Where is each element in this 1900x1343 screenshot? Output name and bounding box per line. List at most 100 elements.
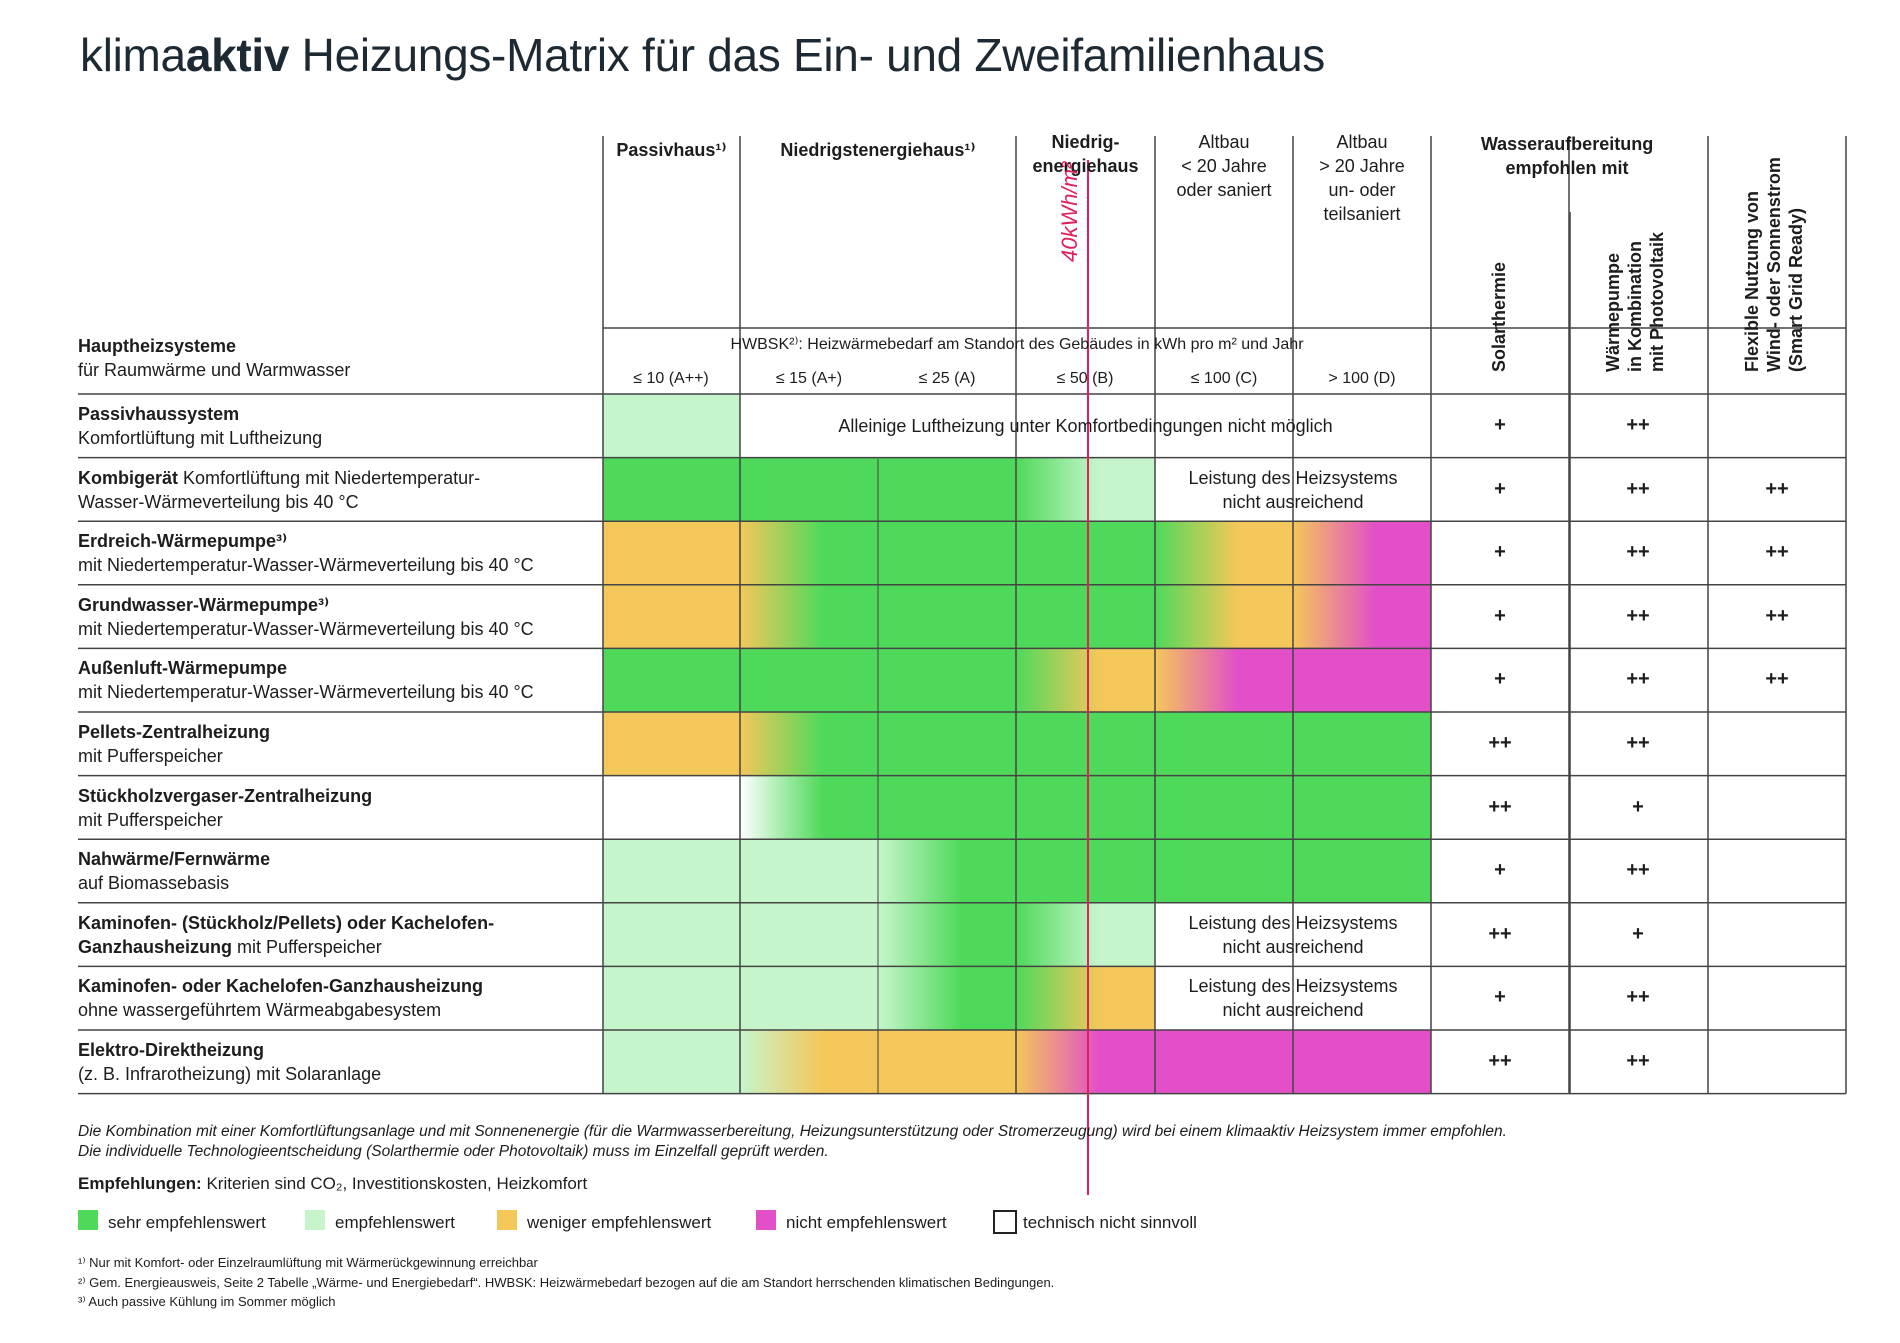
matrix-cell [878, 1030, 1016, 1094]
legend-swatch [756, 1210, 776, 1230]
recommendation-mark: ++ [1765, 541, 1789, 564]
matrix-cell [878, 648, 1016, 712]
heating-system-label: Stückholzvergaser-Zentralheizung mit Puff… [78, 785, 373, 830]
passive-house-note: Alleinige Luftheizung unter Komfortbedin… [838, 416, 1333, 436]
legend-label: weniger empfehlenswert [527, 1213, 712, 1232]
matrix-cell [1293, 1030, 1431, 1094]
matrix-cell [603, 712, 740, 776]
recommendation-mark: + [1632, 795, 1644, 818]
matrix-cell [1155, 648, 1293, 712]
matrix-cell [1293, 712, 1431, 776]
legend-label: empfehlenswert [335, 1213, 456, 1232]
matrix-cell [603, 584, 740, 649]
matrix-cell [603, 966, 740, 1030]
recommendation-mark: ++ [1626, 414, 1650, 436]
footnote-3: ³⁾ Auch passive Kühlung im Sommer möglic… [78, 1294, 336, 1309]
matrix-cell [603, 648, 740, 712]
matrix-cell [878, 521, 1016, 585]
recommendation-mark: ++ [1626, 859, 1650, 882]
matrix-cell [878, 775, 1016, 840]
recommendation-mark: ++ [1626, 1050, 1650, 1072]
matrix-cell [740, 521, 878, 585]
recommendation-criteria: Empfehlungen: Kriterien sind CO₂, Invest… [78, 1174, 588, 1193]
heating-system-label: Grundwasser-Wärmepumpe³⁾ mit Niedertemper… [78, 594, 534, 639]
matrix-cell [740, 457, 878, 522]
matrix-cell [1016, 839, 1155, 903]
insufficient-note: Leistung des Heizsystems nicht ausreichen… [1188, 467, 1398, 512]
recommendation-mark: ++ [1765, 668, 1789, 691]
page-title: klimaaktiv Heizungs-Matrix für das Ein- … [80, 29, 1325, 81]
heating-system-label: Pellets-Zentralheizung mit Pufferspeicher [78, 722, 271, 766]
hwb-class-label: ≤ 100 (C) [1190, 370, 1258, 387]
matrix-cell [1016, 1030, 1155, 1094]
insufficient-note: Leistung des Heizsystems nicht ausreichen… [1188, 976, 1398, 1021]
recommendation-mark: ++ [1765, 604, 1789, 627]
matrix-cell [603, 457, 740, 522]
matrix-cell [1155, 775, 1293, 840]
matrix-cell [1016, 902, 1155, 967]
matrix-cell [1293, 839, 1431, 903]
recommendation-mark: ++ [1626, 986, 1650, 1009]
matrix-cell [1293, 584, 1431, 649]
heating-system-label: Kombigerät Komfortlüftung mit Niedertemp… [78, 467, 481, 512]
matrix-cell [878, 902, 1016, 967]
recommendation-mark: ++ [1626, 477, 1650, 500]
water-header: Wasseraufbereitung empfohlen mit [1480, 134, 1654, 178]
recommendation-mark: + [1494, 414, 1506, 436]
legend-label: sehr empfehlenswert [108, 1213, 266, 1232]
recommendation-mark: ++ [1765, 477, 1789, 500]
recommendation-mark: + [1494, 477, 1506, 500]
matrix-cell [878, 457, 1016, 522]
heating-system-label: Erdreich-Wärmepumpe³⁾ mit Niedertemperatu… [78, 531, 534, 576]
matrix-cell [740, 775, 878, 840]
column-header: Altbau < 20 Jahre oder saniert [1176, 132, 1272, 200]
matrix-cell [1016, 775, 1155, 840]
hwb-class-label: ≤ 25 (A) [918, 370, 976, 387]
matrix-cell [878, 839, 1016, 903]
matrix-cell [740, 839, 878, 903]
matrix-cell [1016, 521, 1155, 585]
legend-label: technisch nicht sinnvoll [1023, 1213, 1197, 1232]
matrix-cell [878, 712, 1016, 776]
main-header: Hauptheizsysteme für Raumwärme und Warmwa… [78, 336, 351, 380]
legend-swatch [78, 1210, 98, 1230]
matrix-cell [1155, 521, 1293, 585]
vertical-column-header: Flexible Nutzung von Wind- oder Sonnenst… [1742, 157, 1806, 372]
matrix-cell [1155, 1030, 1293, 1094]
recommendation-mark: ++ [1626, 604, 1650, 627]
matrix-cell [1016, 584, 1155, 649]
matrix-cell [603, 521, 740, 585]
matrix-cell [740, 1030, 878, 1094]
vertical-column-header: Solarthermie [1489, 261, 1509, 372]
note-line-1: Die Kombination mit einer Komfortlüftung… [78, 1123, 1507, 1140]
footnote-1: ¹⁾ Nur mit Komfort- oder Einzelraumlüftu… [78, 1255, 538, 1270]
matrix-cell [878, 966, 1016, 1030]
recommendation-mark: + [1494, 986, 1506, 1009]
hwb-caption: HWBSK²⁾: Heizwärmebedarf am Standort des… [730, 336, 1304, 353]
matrix-cell [1293, 648, 1431, 712]
matrix-cell [1155, 839, 1293, 903]
hwb-class-label: ≤ 10 (A++) [633, 370, 709, 387]
recommendation-mark: ++ [1626, 668, 1650, 691]
recommendation-mark: ++ [1626, 732, 1650, 754]
heating-system-label: Nahwärme/Fernwärme auf Biomassebasis [78, 849, 271, 894]
vertical-column-header: Wärmepumpe in Kombination mit Photovolta… [1603, 231, 1667, 372]
note-line-2: Die individuelle Technologieentscheidung… [78, 1143, 829, 1160]
recommendation-mark: + [1632, 922, 1644, 945]
heating-system-label: Elektro-Direktheizung (z. B. Infrarotheiz… [78, 1040, 382, 1084]
recommendation-mark: + [1494, 859, 1506, 882]
heating-system-label: Kaminofen- (Stückholz/Pellets) oder Kach… [78, 912, 495, 957]
legend-swatch [497, 1210, 517, 1230]
heating-system-label: Kaminofen- oder Kachelofen-Ganzhausheizu… [78, 976, 484, 1021]
legend-label: nicht empfehlenswert [786, 1213, 947, 1232]
recommendation-mark: + [1494, 541, 1506, 564]
matrix-cell [1293, 775, 1431, 840]
hwb-class-label: > 100 (D) [1328, 370, 1396, 387]
column-header: Altbau > 20 Jahre un- oder teilsaniert [1319, 132, 1405, 224]
legend-swatch [305, 1210, 325, 1230]
matrix-cell [740, 966, 878, 1030]
footnote-2: ²⁾ Gem. Energieausweis, Seite 2 Tabelle … [78, 1275, 1055, 1290]
recommendation-mark: ++ [1488, 732, 1512, 754]
